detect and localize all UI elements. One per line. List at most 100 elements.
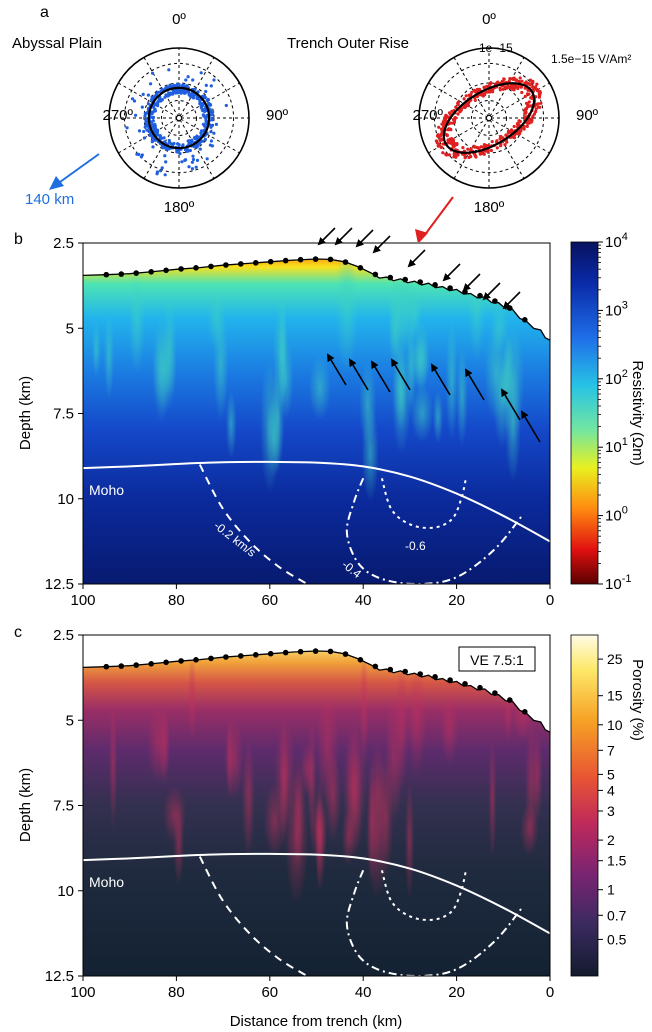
colorbar-tick-label: 102 (605, 368, 628, 388)
seafloor-station (253, 260, 259, 266)
polar-point (454, 105, 458, 109)
polar-point (501, 136, 505, 140)
polar-point (440, 122, 444, 126)
polar-point (207, 101, 211, 105)
texture-streak (335, 243, 359, 374)
polar-point (202, 94, 206, 99)
xlabel-c: Distance from trench (km) (230, 1013, 403, 1030)
texture-streak (410, 384, 434, 443)
polar-point (149, 82, 153, 86)
polar-point (519, 85, 523, 89)
colorbar-resistivity (570, 241, 599, 585)
texture-streak (445, 320, 458, 441)
polar-ring (433, 62, 545, 174)
fault-arrow (334, 227, 353, 246)
seafloor-station (402, 668, 409, 675)
seafloor-station (282, 649, 289, 656)
colorbar-tick-label: 100 (605, 505, 628, 525)
polar-point (197, 141, 201, 146)
polar-point (203, 137, 207, 141)
polar-point (463, 153, 467, 157)
polar-point (193, 137, 198, 141)
polar-point (179, 91, 183, 95)
polar-point (490, 140, 494, 144)
polar-point (473, 90, 477, 94)
texture-streak (315, 790, 327, 891)
polar-point (205, 98, 209, 102)
polar-point (488, 82, 492, 86)
arrow-red-head (415, 229, 428, 244)
texture-streak (409, 335, 430, 389)
polar-point (498, 88, 502, 92)
texture-streak (158, 704, 170, 787)
colorbar-tick-label: 5 (607, 766, 615, 782)
seafloor-station (238, 653, 244, 659)
texture-streak (488, 735, 497, 862)
polar-point (485, 84, 489, 88)
fault-arrow (502, 291, 521, 310)
polar-point (204, 120, 208, 124)
polar-spoke (453, 57, 525, 179)
polar-point (212, 131, 216, 135)
polar-point (530, 81, 535, 85)
arrow-blue-head (49, 176, 64, 190)
ve-label: VE 7.5:1 (470, 652, 524, 668)
polar-point (514, 85, 518, 89)
polar-point (209, 139, 213, 143)
polar-point (183, 90, 187, 94)
texture-streak (309, 356, 331, 421)
seafloor-station (447, 285, 453, 291)
velocity-contours-c (198, 856, 523, 976)
polar-point (469, 148, 473, 152)
polar-point (520, 79, 524, 83)
x-tick-label: 20 (448, 984, 465, 1001)
polar-point (539, 101, 543, 105)
y-tick-label: 10 (57, 883, 74, 900)
polar-point (506, 83, 510, 88)
polar-point (180, 160, 184, 164)
contour-label-06: -0.6 (405, 539, 426, 553)
polar-point (224, 103, 228, 108)
polar-point (535, 82, 539, 86)
seafloor-station (253, 652, 259, 658)
polar-point (174, 84, 178, 88)
y-tick-label: 7.5 (53, 406, 74, 423)
polar-point (439, 145, 444, 150)
polar-point (534, 110, 538, 114)
seafloor-station (103, 663, 110, 670)
fit-ellipse (147, 86, 211, 150)
fault-arrow (464, 368, 485, 401)
texture-streak (274, 716, 296, 833)
polar-point (165, 147, 169, 151)
polar-center (176, 115, 182, 121)
polar-point (175, 148, 179, 152)
polar-right-title: Trench Outer Rise (287, 35, 409, 52)
colorbar-porosity-ticks: 25 15 10 7 54 3 2 1.5 1 0.7 0.5 (598, 651, 627, 947)
polar-point (469, 93, 473, 97)
polar-point (198, 99, 202, 103)
seafloor-station (238, 261, 244, 267)
y-tick-label: 10 (57, 491, 74, 508)
seafloor-station (223, 262, 229, 268)
polar-point (512, 76, 516, 80)
polar-point (537, 91, 541, 95)
seafloor-station (372, 663, 379, 670)
moho-line-c (82, 852, 551, 935)
x-tick-label: 100 (70, 592, 95, 609)
polar-point (479, 145, 483, 149)
polar-point (187, 165, 191, 169)
seafloor-station (372, 271, 379, 278)
polar-ring (471, 100, 507, 136)
polar-point (164, 160, 168, 164)
polar-point (188, 94, 192, 98)
x-tick-label: 80 (168, 984, 185, 1001)
polar-point (527, 104, 531, 108)
polar-point (201, 122, 205, 126)
polar-point (452, 155, 456, 159)
polar-point (503, 143, 507, 147)
polar-point (146, 93, 150, 97)
seafloor-station (163, 659, 169, 666)
y-tick-label: 5 (66, 712, 74, 729)
polar-point (214, 122, 218, 126)
ring-label-inner: 1e−15 (479, 41, 513, 55)
